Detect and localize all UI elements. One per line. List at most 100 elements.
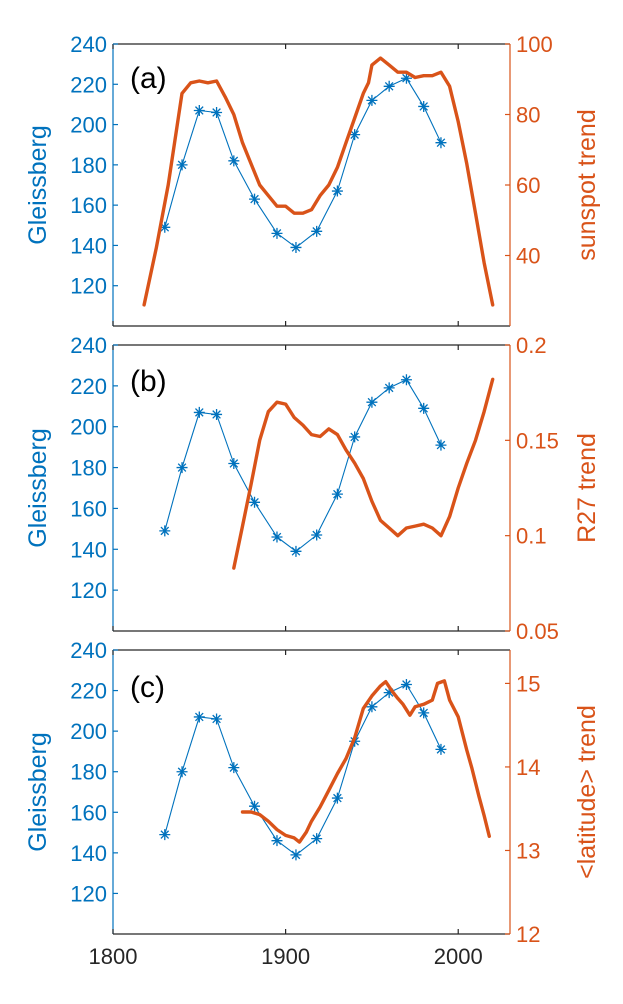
p3-ytick-left-label: 120 — [70, 881, 107, 906]
p1-gleissberg-point — [159, 221, 171, 233]
p3-gleissberg-line — [164, 683, 442, 856]
p3-gleissberg-point — [311, 833, 323, 845]
p2-gleissberg-point — [311, 529, 323, 541]
p2-ytick-left-label: 240 — [70, 333, 107, 358]
p1-gleissberg-point — [271, 227, 283, 239]
p2-gleissberg-point — [249, 496, 261, 508]
p2-ytick-right-label: 0.2 — [516, 333, 547, 358]
p2-gleissberg-point — [211, 408, 223, 420]
p1-ytick-right-label: 80 — [516, 103, 540, 128]
p2-panel-label: (b) — [130, 365, 167, 398]
p3-xtick-label: 1800 — [89, 944, 138, 969]
p2-ytick-right-label: 0.1 — [516, 524, 547, 549]
p3-gleissberg-point — [366, 701, 378, 713]
p3-gleissberg-point — [435, 743, 447, 755]
p2-ytick-right-label: 0.15 — [516, 428, 559, 453]
p1-gleissberg-point — [383, 80, 395, 92]
p1-gleissberg-point — [349, 129, 361, 141]
p1-gleissberg-point — [311, 225, 323, 237]
p3-panel-label: (c) — [130, 671, 165, 704]
p2-gleissberg-point — [331, 488, 343, 500]
p2-ylabel-left: Gleissberg — [24, 428, 52, 548]
p1-ytick-right-label: 60 — [516, 173, 540, 198]
p1-gleissberg-point — [366, 94, 378, 106]
p1-ytick-left-label: 180 — [70, 153, 107, 178]
p3-gleissberg-point — [290, 849, 302, 861]
p2-gleissberg-point — [193, 406, 205, 418]
p3-ytick-right-label: 15 — [516, 671, 540, 696]
p2-gleissberg-point — [290, 545, 302, 557]
p2-ytick-right-label: 0.05 — [516, 619, 559, 644]
p1-gleissberg-point — [249, 193, 261, 205]
p2-gleissberg-point — [418, 402, 430, 414]
p2-gleissberg-point — [349, 431, 361, 443]
p3-trend-line — [240, 679, 491, 844]
p2-gleissberg-point — [435, 439, 447, 451]
p1-gleissberg-line — [164, 77, 442, 248]
p1-trend-line — [142, 56, 495, 307]
p3-gleissberg-point — [400, 678, 412, 690]
p3-ytick-left-label: 160 — [70, 800, 107, 825]
p2-ytick-left-label: 200 — [70, 415, 107, 440]
panel-c: 1800 1900 2000 120 140 160 180 200 220 240 12 13 14 1… — [24, 638, 601, 969]
p1-ytick-left-label: 200 — [70, 113, 107, 138]
p1-gleissberg-point — [418, 100, 430, 112]
p1-ytick-left-label: 220 — [70, 72, 107, 97]
p2-gleissberg-point — [366, 396, 378, 408]
p2-ytick-left-label: 220 — [70, 374, 107, 399]
p2-ytick-left-label: 120 — [70, 578, 107, 603]
p1-gleissberg-point — [211, 106, 223, 118]
p3-ytick-left-label: 140 — [70, 841, 107, 866]
p3-gleissberg-point — [418, 707, 430, 719]
p3-gleissberg-point — [193, 711, 205, 723]
p3-ytick-left-label: 180 — [70, 760, 107, 785]
p2-ylabel-right: R27 trend — [573, 433, 601, 543]
p1-gleissberg-point — [193, 104, 205, 116]
p3-gleissberg-point — [331, 792, 343, 804]
p3-gleissberg-point — [211, 713, 223, 725]
p3-xtick-label: 1900 — [261, 944, 310, 969]
p2-gleissberg-point — [271, 531, 283, 543]
p1-ylabel-right: sunspot trend — [573, 109, 601, 261]
p3-gleissberg-point — [383, 687, 395, 699]
p1-ylabel-left: Gleissberg — [24, 125, 52, 245]
p1-gleissberg-point — [400, 72, 412, 84]
p1-ytick-right-label: 40 — [516, 244, 540, 269]
p1-ytick-left-label: 240 — [70, 32, 107, 57]
p2-ytick-left-label: 140 — [70, 537, 107, 562]
p3-ytick-right-label: 13 — [516, 838, 540, 863]
p3-gleissberg-point — [249, 800, 261, 812]
p1-panel-label: (a) — [130, 62, 167, 95]
p2-gleissberg-point — [159, 525, 171, 537]
p3-ytick-right-label: 12 — [516, 922, 540, 947]
p1-gleissberg-point — [228, 155, 240, 167]
p2-gleissberg-point — [400, 374, 412, 386]
p2-ytick-left-label: 160 — [70, 496, 107, 521]
p3-ylabel-right: <latitude> trend — [573, 705, 601, 879]
p3-gleissberg-point — [271, 835, 283, 847]
p1-gleissberg-point — [435, 137, 447, 149]
panel-a: 120 140 160 180 200 220 240 40 60 80 100 Gleissberg… — [24, 32, 601, 327]
p1-ytick-right-label: 100 — [516, 32, 553, 57]
panel-b: 120 140 160 180 200 220 240 0.05 0.1 0.15 0.2 Gleis… — [24, 333, 601, 644]
p3-ytick-left-label: 200 — [70, 719, 107, 744]
p3-gleissberg-point — [228, 762, 240, 774]
p1-gleissberg-point — [290, 241, 302, 253]
p1-gleissberg-point — [176, 159, 188, 171]
p3-ylabel-left: Gleissberg — [24, 732, 52, 852]
p2-ytick-left-label: 180 — [70, 456, 107, 481]
p3-ytick-left-label: 240 — [70, 638, 107, 663]
p2-gleissberg-point — [383, 382, 395, 394]
p3-xtick-label: 2000 — [434, 944, 483, 969]
p1-gleissberg-point — [331, 185, 343, 197]
p2-gleissberg-point — [228, 457, 240, 469]
p1-ytick-left-label: 120 — [70, 274, 107, 299]
p1-ytick-left-label: 140 — [70, 233, 107, 258]
p3-gleissberg-point — [159, 829, 171, 841]
p3-ytick-left-label: 220 — [70, 679, 107, 704]
p2-gleissberg-point — [176, 462, 188, 474]
p1-ytick-left-label: 160 — [70, 193, 107, 218]
p3-ytick-right-label: 14 — [516, 755, 540, 780]
p3-gleissberg-point — [176, 766, 188, 778]
